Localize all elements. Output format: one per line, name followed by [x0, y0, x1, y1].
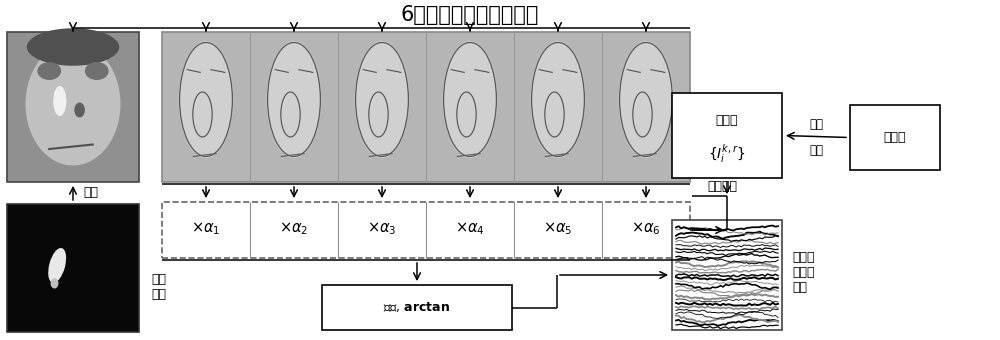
Text: 训练集: 训练集 — [884, 131, 906, 144]
Text: 原始
图片: 原始 图片 — [151, 273, 166, 301]
Bar — [162, 32, 690, 182]
Ellipse shape — [355, 41, 409, 158]
Text: $\times\alpha_2$: $\times\alpha_2$ — [279, 221, 309, 237]
Ellipse shape — [25, 42, 121, 166]
Ellipse shape — [85, 62, 109, 80]
Ellipse shape — [51, 278, 58, 288]
Bar — [672, 220, 782, 330]
Text: 权值选取: 权值选取 — [707, 180, 737, 193]
Text: 对数: 对数 — [83, 187, 98, 200]
Ellipse shape — [37, 62, 61, 80]
Bar — [7, 32, 139, 182]
Bar — [7, 204, 139, 332]
Ellipse shape — [619, 41, 673, 158]
Bar — [162, 202, 690, 258]
Text: $\times\alpha_1$: $\times\alpha_1$ — [191, 221, 221, 237]
Text: 差分: 差分 — [809, 143, 823, 156]
Ellipse shape — [27, 28, 119, 66]
Text: 改善的
整体特
征图: 改善的 整体特 征图 — [792, 251, 814, 294]
Ellipse shape — [48, 248, 66, 283]
Text: 6个子邻域的差分边界图: 6个子邻域的差分边界图 — [401, 5, 539, 25]
Text: $\times\alpha_6$: $\times\alpha_6$ — [631, 221, 661, 237]
Ellipse shape — [179, 41, 233, 158]
Bar — [672, 93, 782, 178]
Text: $\times\alpha_3$: $\times\alpha_3$ — [367, 221, 397, 237]
Ellipse shape — [53, 86, 66, 116]
Bar — [322, 285, 512, 330]
Text: 求和, $\mathbf{arctan}$: 求和, $\mathbf{arctan}$ — [383, 301, 451, 314]
Ellipse shape — [74, 102, 85, 118]
Text: $\times\alpha_5$: $\times\alpha_5$ — [543, 221, 573, 237]
Ellipse shape — [267, 41, 321, 158]
Text: $\{I_i^{k,r}\}$: $\{I_i^{k,r}\}$ — [708, 143, 746, 166]
Bar — [850, 105, 940, 170]
Ellipse shape — [443, 41, 497, 158]
Text: 对数: 对数 — [809, 119, 823, 132]
Text: 边界图: 边界图 — [716, 114, 738, 127]
Ellipse shape — [531, 41, 585, 158]
Text: $\times\alpha_4$: $\times\alpha_4$ — [455, 221, 485, 237]
